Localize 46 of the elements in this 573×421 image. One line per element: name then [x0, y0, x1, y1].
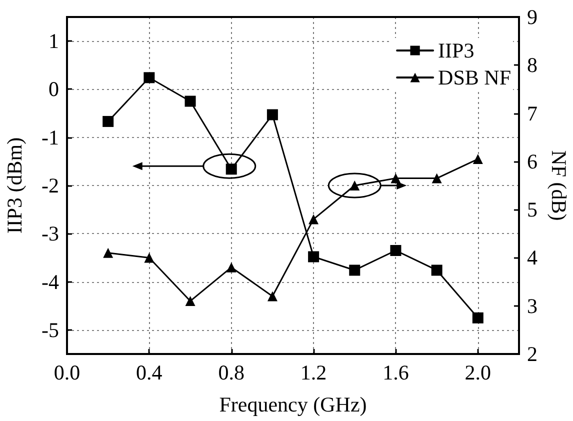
point — [226, 164, 237, 175]
point — [102, 116, 114, 127]
point — [350, 180, 360, 190]
y2-tick-label: 4 — [527, 246, 538, 270]
y-tick-label: -1 — [42, 125, 59, 150]
y-tick-label: -2 — [42, 174, 59, 198]
point — [349, 264, 360, 276]
y2-tick-label: 3 — [527, 294, 538, 318]
x-tick-label: 1.6 — [382, 360, 409, 384]
point — [432, 173, 442, 184]
x-tick-label: 0.0 — [54, 360, 80, 384]
x-tick-label: 1.2 — [300, 360, 327, 384]
point — [390, 173, 401, 184]
y-tick-label: 0 — [48, 77, 59, 102]
point — [226, 262, 236, 272]
point — [431, 264, 442, 276]
y2-tick-label: 6 — [527, 149, 538, 174]
point — [472, 312, 484, 324]
y-tick-label: -3 — [42, 222, 59, 246]
point — [184, 96, 196, 107]
y2-tick-label: 2 — [527, 342, 538, 366]
y2-tick-label: 7 — [527, 101, 538, 126]
point — [308, 214, 319, 224]
x-axis-title: Frequency (GHz) — [219, 392, 367, 416]
legend-label: DSB NF — [438, 66, 512, 90]
point — [103, 248, 114, 258]
point — [144, 252, 154, 263]
point — [266, 109, 278, 120]
point — [472, 154, 483, 164]
y2-tick-label: 5 — [527, 198, 538, 222]
y-tick-label: -5 — [42, 318, 59, 342]
y2-tick-label: 8 — [527, 53, 538, 78]
y-tick-label: 1 — [48, 29, 59, 54]
y2-axis-title: NF (dB) — [546, 150, 571, 221]
y2-tick-label: 9 — [527, 5, 538, 29]
legend-label: IIP3 — [438, 38, 474, 62]
point — [390, 244, 402, 256]
point — [267, 291, 278, 302]
x-tick-label: 0.8 — [218, 360, 244, 384]
point — [308, 251, 320, 262]
x-tick-label: 2.0 — [464, 360, 492, 384]
point — [185, 296, 196, 306]
x-tick-label: 0.4 — [136, 360, 163, 384]
point — [144, 72, 155, 84]
y-tick-label: -4 — [42, 270, 60, 294]
y-axis-title: IIP3 (dBm) — [2, 137, 26, 234]
